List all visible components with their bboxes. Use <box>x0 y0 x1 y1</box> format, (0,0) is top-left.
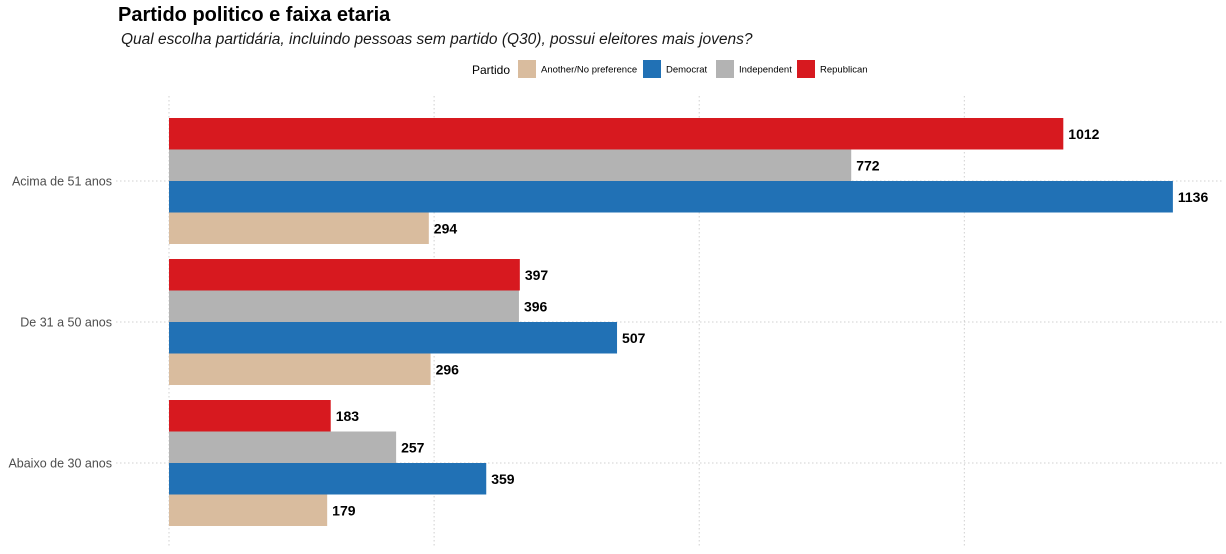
bar-republican <box>169 400 331 432</box>
bar-value-label: 772 <box>856 157 880 173</box>
legend-label-democrat: Democrat <box>666 65 708 76</box>
category-label-abaixo-de-30-anos: Abaixo de 30 anos <box>8 457 112 471</box>
bar-democrat <box>169 463 487 495</box>
bar-another-no-preference <box>169 212 429 244</box>
legend-swatch-another-no-preference <box>518 60 536 78</box>
bar-value-label: 507 <box>622 330 646 346</box>
bar-value-label: 396 <box>524 298 548 314</box>
bar-value-label: 359 <box>491 471 515 487</box>
bar-independent <box>169 431 397 463</box>
category-label-acima-de-51-anos: Acima de 51 anos <box>12 175 112 189</box>
legend-swatch-democrat <box>643 60 661 78</box>
legend-swatch-independent <box>716 60 734 78</box>
bar-value-label: 1136 <box>1178 189 1209 205</box>
legend-title: Partido <box>472 63 510 77</box>
bar-democrat <box>169 181 1173 213</box>
bar-republican <box>169 259 520 291</box>
legend-swatch-republican <box>797 60 815 78</box>
category-label-de-31-a-50-anos: De 31 a 50 anos <box>20 316 112 330</box>
legend-label-another-no-preference: Another/No preference <box>541 65 637 76</box>
bar-another-no-preference <box>169 494 328 526</box>
bar-republican <box>169 118 1064 150</box>
bar-value-label: 179 <box>332 502 356 518</box>
legend-label-independent: Independent <box>739 65 792 76</box>
bar-value-label: 257 <box>401 439 425 455</box>
legend-label-republican: Republican <box>820 65 868 76</box>
bar-value-label: 183 <box>336 408 360 424</box>
bar-value-label: 397 <box>525 267 549 283</box>
chart-title: Partido politico e faixa etaria <box>118 4 391 26</box>
bar-value-label: 296 <box>436 361 460 377</box>
bar-independent <box>169 149 852 181</box>
bar-independent <box>169 290 519 322</box>
chart-subtitle: Qual escolha partidária, incluindo pesso… <box>121 31 753 48</box>
bar-value-label: 294 <box>434 220 458 236</box>
bar-democrat <box>169 322 618 354</box>
bar-value-label: 1012 <box>1068 126 1099 142</box>
bar-another-no-preference <box>169 353 431 385</box>
